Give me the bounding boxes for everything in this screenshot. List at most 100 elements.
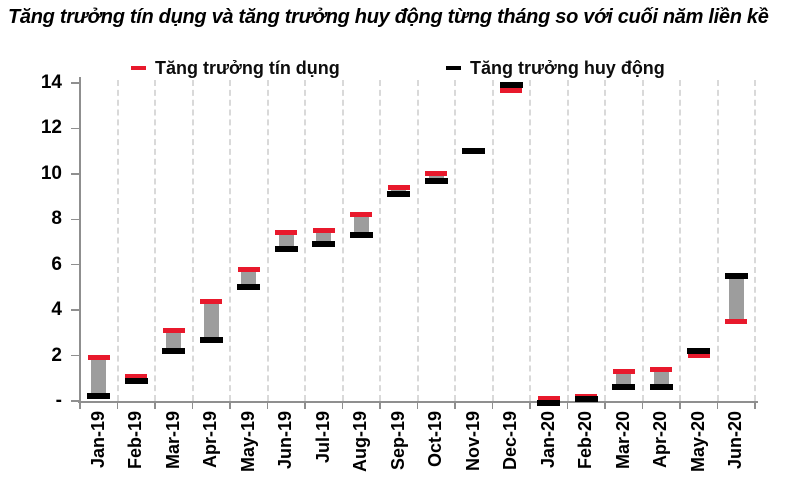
x-axis-tick [229,403,231,409]
x-axis-label: Sep-19 [387,411,408,471]
y-axis-label: 8 [51,208,62,230]
credit-tick [275,230,298,236]
y-axis-tick [71,309,80,311]
legend-label-credit: Tăng trưởng tín dụng [155,57,340,78]
bar-range [203,301,219,340]
deposit-tick [649,384,673,391]
x-axis-tick [154,403,156,409]
legend-item-deposit: Tăng trưởng huy động [446,57,665,79]
deposit-tick [124,377,148,384]
legend-label-deposit: Tăng trưởng huy động [470,57,665,78]
gridline [116,80,119,401]
credit-tick [200,298,223,304]
x-axis-tick [716,403,719,409]
gridline [641,80,644,401]
y-axis-tick [71,354,80,357]
credit-tick [650,366,673,372]
credit-tick [537,396,560,402]
x-axis-tick [491,403,494,409]
x-axis-tick [379,403,381,409]
gridline [266,80,269,401]
bar-range [653,369,669,388]
credit-tick [687,353,710,359]
y-axis-label: 12 [40,117,62,139]
gridline [154,80,156,401]
bar-range [241,269,257,288]
gridline [491,80,494,401]
deposit-tick [724,273,748,280]
credit-tick [87,355,110,361]
deposit-tick [424,177,448,184]
deposit-tick [274,245,298,252]
x-axis-label: Apr-20 [650,411,671,469]
bar-range [316,230,332,245]
gridline [679,80,681,401]
deposit-tick [162,348,186,355]
x-axis-label: Jun-19 [275,411,296,470]
gridline [566,80,569,401]
deposit-tick [499,82,523,89]
x-axis-label: Jan-20 [537,411,558,469]
x-axis-tick [266,403,269,409]
bar-range [166,330,182,352]
deposit-tick [349,232,373,239]
x-axis-label: Feb-20 [575,411,596,470]
x-axis-tick [79,403,81,409]
bar-range [91,357,107,397]
x-axis-label: Oct-19 [425,411,446,468]
x-axis-tick [679,403,681,409]
bar-range [278,232,294,249]
x-axis-tick [454,403,456,409]
y-axis-line [79,77,81,409]
bar-range [428,173,444,181]
credit-tick [125,373,148,379]
x-axis-label: Mar-19 [162,411,183,470]
y-axis-label: 2 [51,344,62,366]
credit-tick [387,184,410,190]
deposit-tick [687,348,711,355]
x-axis-tick [341,403,344,409]
deposit-tick [612,384,636,391]
y-axis-tick [71,173,80,175]
y-axis-label: 6 [51,253,62,275]
gridline [416,80,419,401]
gridline [229,80,231,401]
x-axis-label: Mar-20 [612,411,633,470]
x-axis-tick [604,403,606,409]
x-axis-label: Apr-19 [200,411,221,469]
gridline [341,80,344,401]
x-axis-label: May-20 [687,411,708,473]
deposit-tick [462,148,486,155]
y-axis-tick [71,127,80,130]
credit-tick [162,328,185,334]
gridline [379,80,381,401]
y-axis-label: 14 [40,72,62,93]
deposit-tick [87,393,111,400]
y-axis-label: 10 [40,162,62,184]
credit-tick [237,266,260,272]
x-axis-tick [529,403,531,409]
credit-dash-icon [131,66,146,70]
deposit-tick [237,284,261,291]
y-axis-label: 4 [51,299,62,321]
gridline [454,80,456,401]
bar-range [391,187,407,195]
deposit-tick [387,191,411,198]
y-axis-tick [71,82,80,84]
y-axis-tick [71,263,80,266]
y-axis-tick [71,400,80,402]
x-axis-label: May-19 [237,411,258,473]
gridline [716,80,719,401]
credit-tick [350,212,373,218]
x-axis-label: Jan-19 [87,411,108,469]
x-axis-label: Jul-19 [312,411,333,464]
gridline [604,80,606,401]
gridline [754,80,756,401]
deposit-tick [574,395,598,402]
deposit-tick [312,241,336,248]
deposit-tick [537,400,561,407]
y-axis-label: - [55,390,62,411]
credit-tick [725,319,748,324]
x-axis-tick [641,403,644,409]
